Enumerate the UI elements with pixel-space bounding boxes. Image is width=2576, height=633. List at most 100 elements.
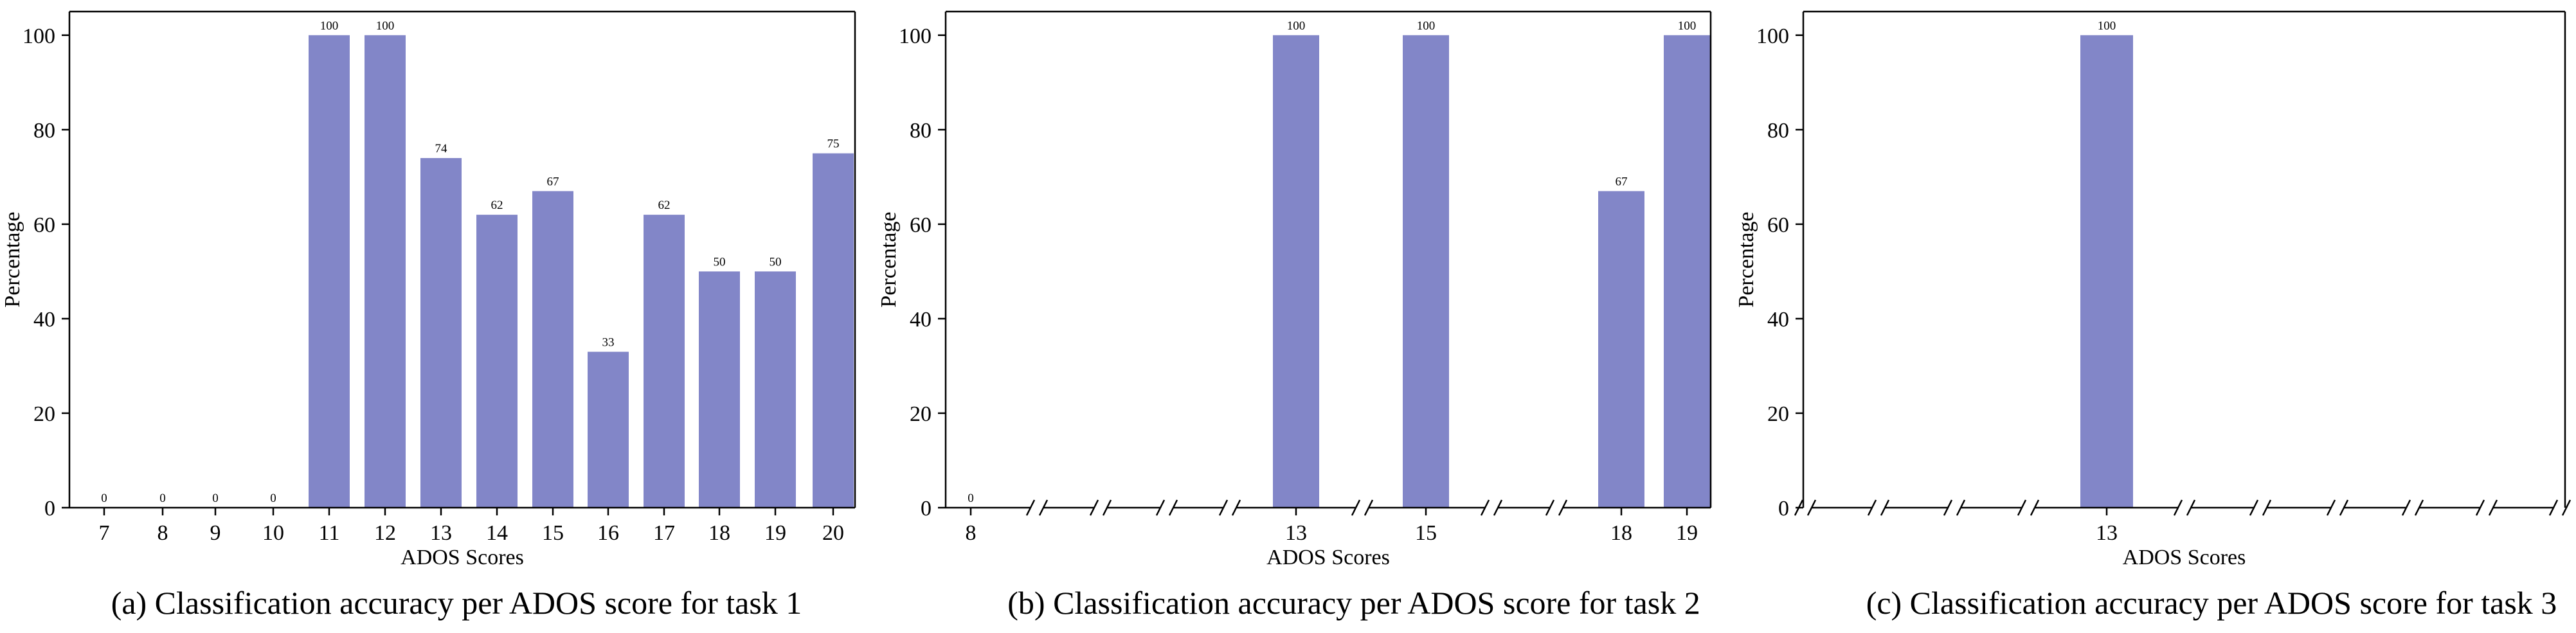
bar-value-label: 100 — [1287, 19, 1306, 33]
bar — [1598, 191, 1644, 508]
bar — [755, 271, 796, 508]
x-tick-label: 20 — [822, 521, 844, 545]
bar-value-label: 0 — [101, 492, 107, 505]
x-tick-label: 14 — [486, 521, 508, 545]
axis-break-mark — [2326, 499, 2349, 516]
x-tick-label: 7 — [99, 521, 110, 545]
x-tick-label: 19 — [1676, 521, 1698, 545]
bar — [1273, 35, 1319, 508]
bar — [588, 352, 629, 508]
axes-frame — [1802, 10, 2566, 509]
y-tick-label: 80 — [33, 119, 55, 143]
chart-panel-2: 0 100 100 67 100 0 20 40 60 80 100 8 13 15 18 19 ADOS Sc… — [877, 10, 1712, 621]
x-axis-label: ADOS Scores — [401, 546, 524, 569]
y-tick-label: 20 — [1767, 402, 1789, 426]
chart-panel-1: 0 0 0 0 100 100 74 62 67 33 62 50 50 75 0 20 40 60 80 100 7 8… — [1, 10, 856, 621]
y-tick-label: 80 — [1767, 119, 1789, 143]
y-axis-label: Percentage — [1734, 211, 1758, 307]
bar-value-label: 100 — [320, 19, 339, 33]
x-tick-label: 8 — [158, 521, 168, 545]
y-tick-label: 60 — [33, 213, 55, 237]
axis-break-mark — [2401, 499, 2424, 516]
bar-value-label: 67 — [547, 175, 559, 188]
x-tick-label: 19 — [764, 521, 786, 545]
bar — [309, 35, 350, 508]
y-tick-label: 20 — [910, 402, 932, 426]
y-tick-label: 60 — [1767, 213, 1789, 237]
y-tick-label: 0 — [1778, 497, 1789, 521]
bar-value-label: 0 — [968, 492, 974, 505]
x-tick-label: 15 — [542, 521, 564, 545]
bar-value-label: 0 — [270, 492, 276, 505]
bar — [1403, 35, 1449, 508]
y-tick-label: 60 — [910, 213, 932, 237]
panel-caption: (c) Classification accuracy per ADOS sco… — [1866, 585, 2557, 621]
axis-break-mark — [2548, 499, 2571, 516]
y-axis-label: Percentage — [877, 211, 901, 307]
bar-value-label: 62 — [658, 199, 671, 212]
bar — [420, 157, 462, 508]
bar-value-label: 74 — [435, 142, 448, 156]
bar-value-label: 100 — [1678, 19, 1697, 33]
bar — [476, 215, 518, 508]
axis-break-mark — [1480, 499, 1503, 516]
x-tick-label: 9 — [210, 521, 221, 545]
x-axis-label: ADOS Scores — [2123, 546, 2246, 569]
y-tick-label: 40 — [33, 308, 55, 332]
bar-value-label: 62 — [491, 199, 503, 212]
axis-break-mark — [2017, 499, 2040, 516]
y-tick-label: 100 — [1756, 24, 1789, 48]
y-tick-label: 100 — [899, 24, 932, 48]
bar — [2080, 35, 2133, 508]
axis-break-mark — [2173, 499, 2196, 516]
axis-break-mark — [1218, 499, 1241, 516]
axis-break-mark — [1943, 499, 1966, 516]
bar — [644, 215, 685, 508]
x-tick-label: 8 — [966, 521, 977, 545]
axis-break-mark — [2249, 499, 2272, 516]
y-tick-label: 40 — [910, 308, 932, 332]
bar — [1664, 35, 1710, 508]
y-tick-label: 20 — [33, 402, 55, 426]
axis-break-mark — [2475, 499, 2498, 516]
y-tick-label: 100 — [23, 24, 55, 48]
panel-caption: (b) Classification accuracy per ADOS sco… — [1007, 585, 1700, 621]
bar — [532, 191, 573, 508]
axes-frame — [944, 10, 1712, 509]
y-axis-label: Percentage — [1, 211, 24, 307]
bar-value-label: 50 — [770, 255, 782, 269]
x-tick-label: 18 — [708, 521, 730, 545]
bar-value-label: 67 — [1616, 175, 1628, 188]
bar-value-label: 0 — [159, 492, 166, 505]
axis-break-mark — [1155, 499, 1178, 516]
bar — [365, 35, 406, 508]
x-tick-label: 16 — [597, 521, 619, 545]
x-axis-label: ADOS Scores — [1266, 546, 1390, 569]
panel-caption: (a) Classification accuracy per ADOS sco… — [111, 585, 802, 621]
axes-frame — [68, 10, 856, 509]
bar-value-label: 100 — [1417, 19, 1436, 33]
bar-value-label: 100 — [376, 19, 395, 33]
x-tick-label: 10 — [262, 521, 284, 545]
x-tick-label: 15 — [1415, 521, 1437, 545]
axis-break-mark — [1351, 499, 1374, 516]
bar — [699, 271, 740, 508]
bar-value-label: 50 — [714, 255, 726, 269]
x-tick-label: 11 — [319, 521, 340, 545]
bar-value-label: 75 — [827, 138, 840, 151]
axis-break-mark — [1089, 499, 1112, 516]
x-tick-label: 13 — [430, 521, 452, 545]
bar-value-label: 100 — [2098, 19, 2116, 33]
y-tick-label: 0 — [921, 497, 932, 521]
axis-break-mark — [1025, 499, 1049, 516]
axis-break-mark — [1545, 499, 1568, 516]
x-tick-label: 12 — [374, 521, 396, 545]
x-tick-label: 17 — [653, 521, 675, 545]
y-tick-label: 40 — [1767, 308, 1789, 332]
bar-value-label: 33 — [602, 335, 615, 349]
bar-value-label: 0 — [212, 492, 219, 505]
y-tick-label: 0 — [44, 497, 55, 521]
